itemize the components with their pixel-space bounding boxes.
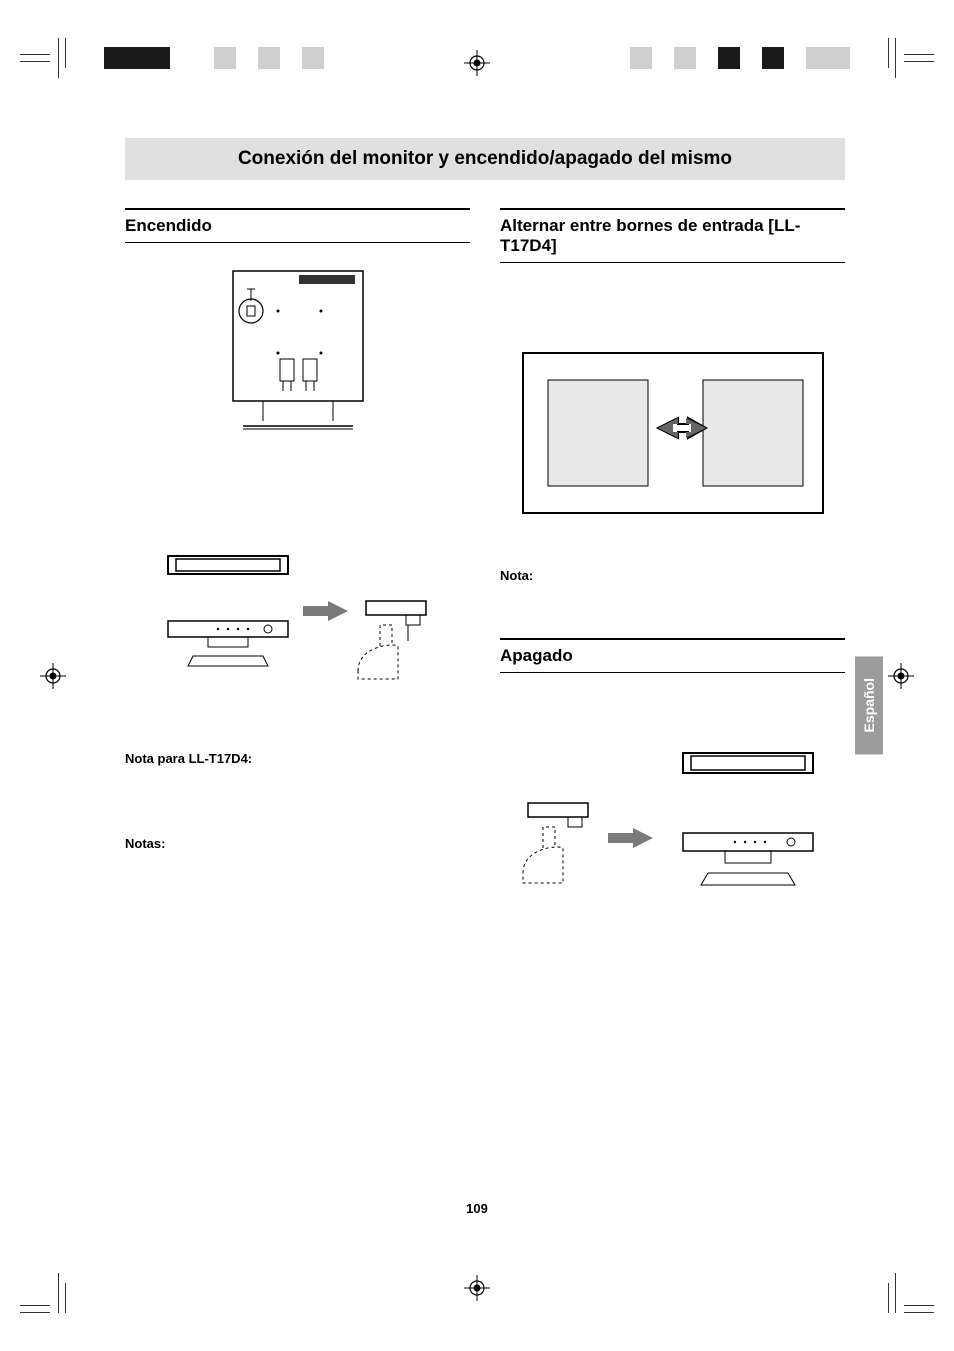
section-heading-encendido: Encendido <box>125 214 470 238</box>
page-number: 109 <box>0 1201 954 1216</box>
right-column: Alternar entre bornes de entrada [LL-T17… <box>500 208 845 941</box>
registration-mark-icon <box>464 50 490 76</box>
registration-mark-icon <box>464 1275 490 1301</box>
color-strip-right <box>630 47 850 69</box>
nota-label: Nota: <box>500 568 845 583</box>
figure-input-toggle <box>500 348 845 518</box>
page-title: Conexión del monitor y encendido/apagado… <box>125 138 845 180</box>
color-strip-left <box>104 47 324 69</box>
figure-power-off-sequence <box>500 743 845 923</box>
language-tab: Español <box>855 656 883 754</box>
figure-monitor-back <box>125 261 470 451</box>
figure-power-button-sequence <box>125 551 470 711</box>
section-heading-alternar: Alternar entre bornes de entrada [LL-T17… <box>500 214 845 258</box>
left-column: Encendido <box>125 208 470 941</box>
registration-mark-icon <box>40 663 66 689</box>
notes-label: Notas: <box>125 836 470 851</box>
registration-mark-icon <box>888 663 914 689</box>
note-ll-t17d4-label: Nota para LL-T17D4: <box>125 751 470 766</box>
page-content: Conexión del monitor y encendido/apagado… <box>125 138 845 941</box>
section-heading-apagado: Apagado <box>500 644 845 668</box>
